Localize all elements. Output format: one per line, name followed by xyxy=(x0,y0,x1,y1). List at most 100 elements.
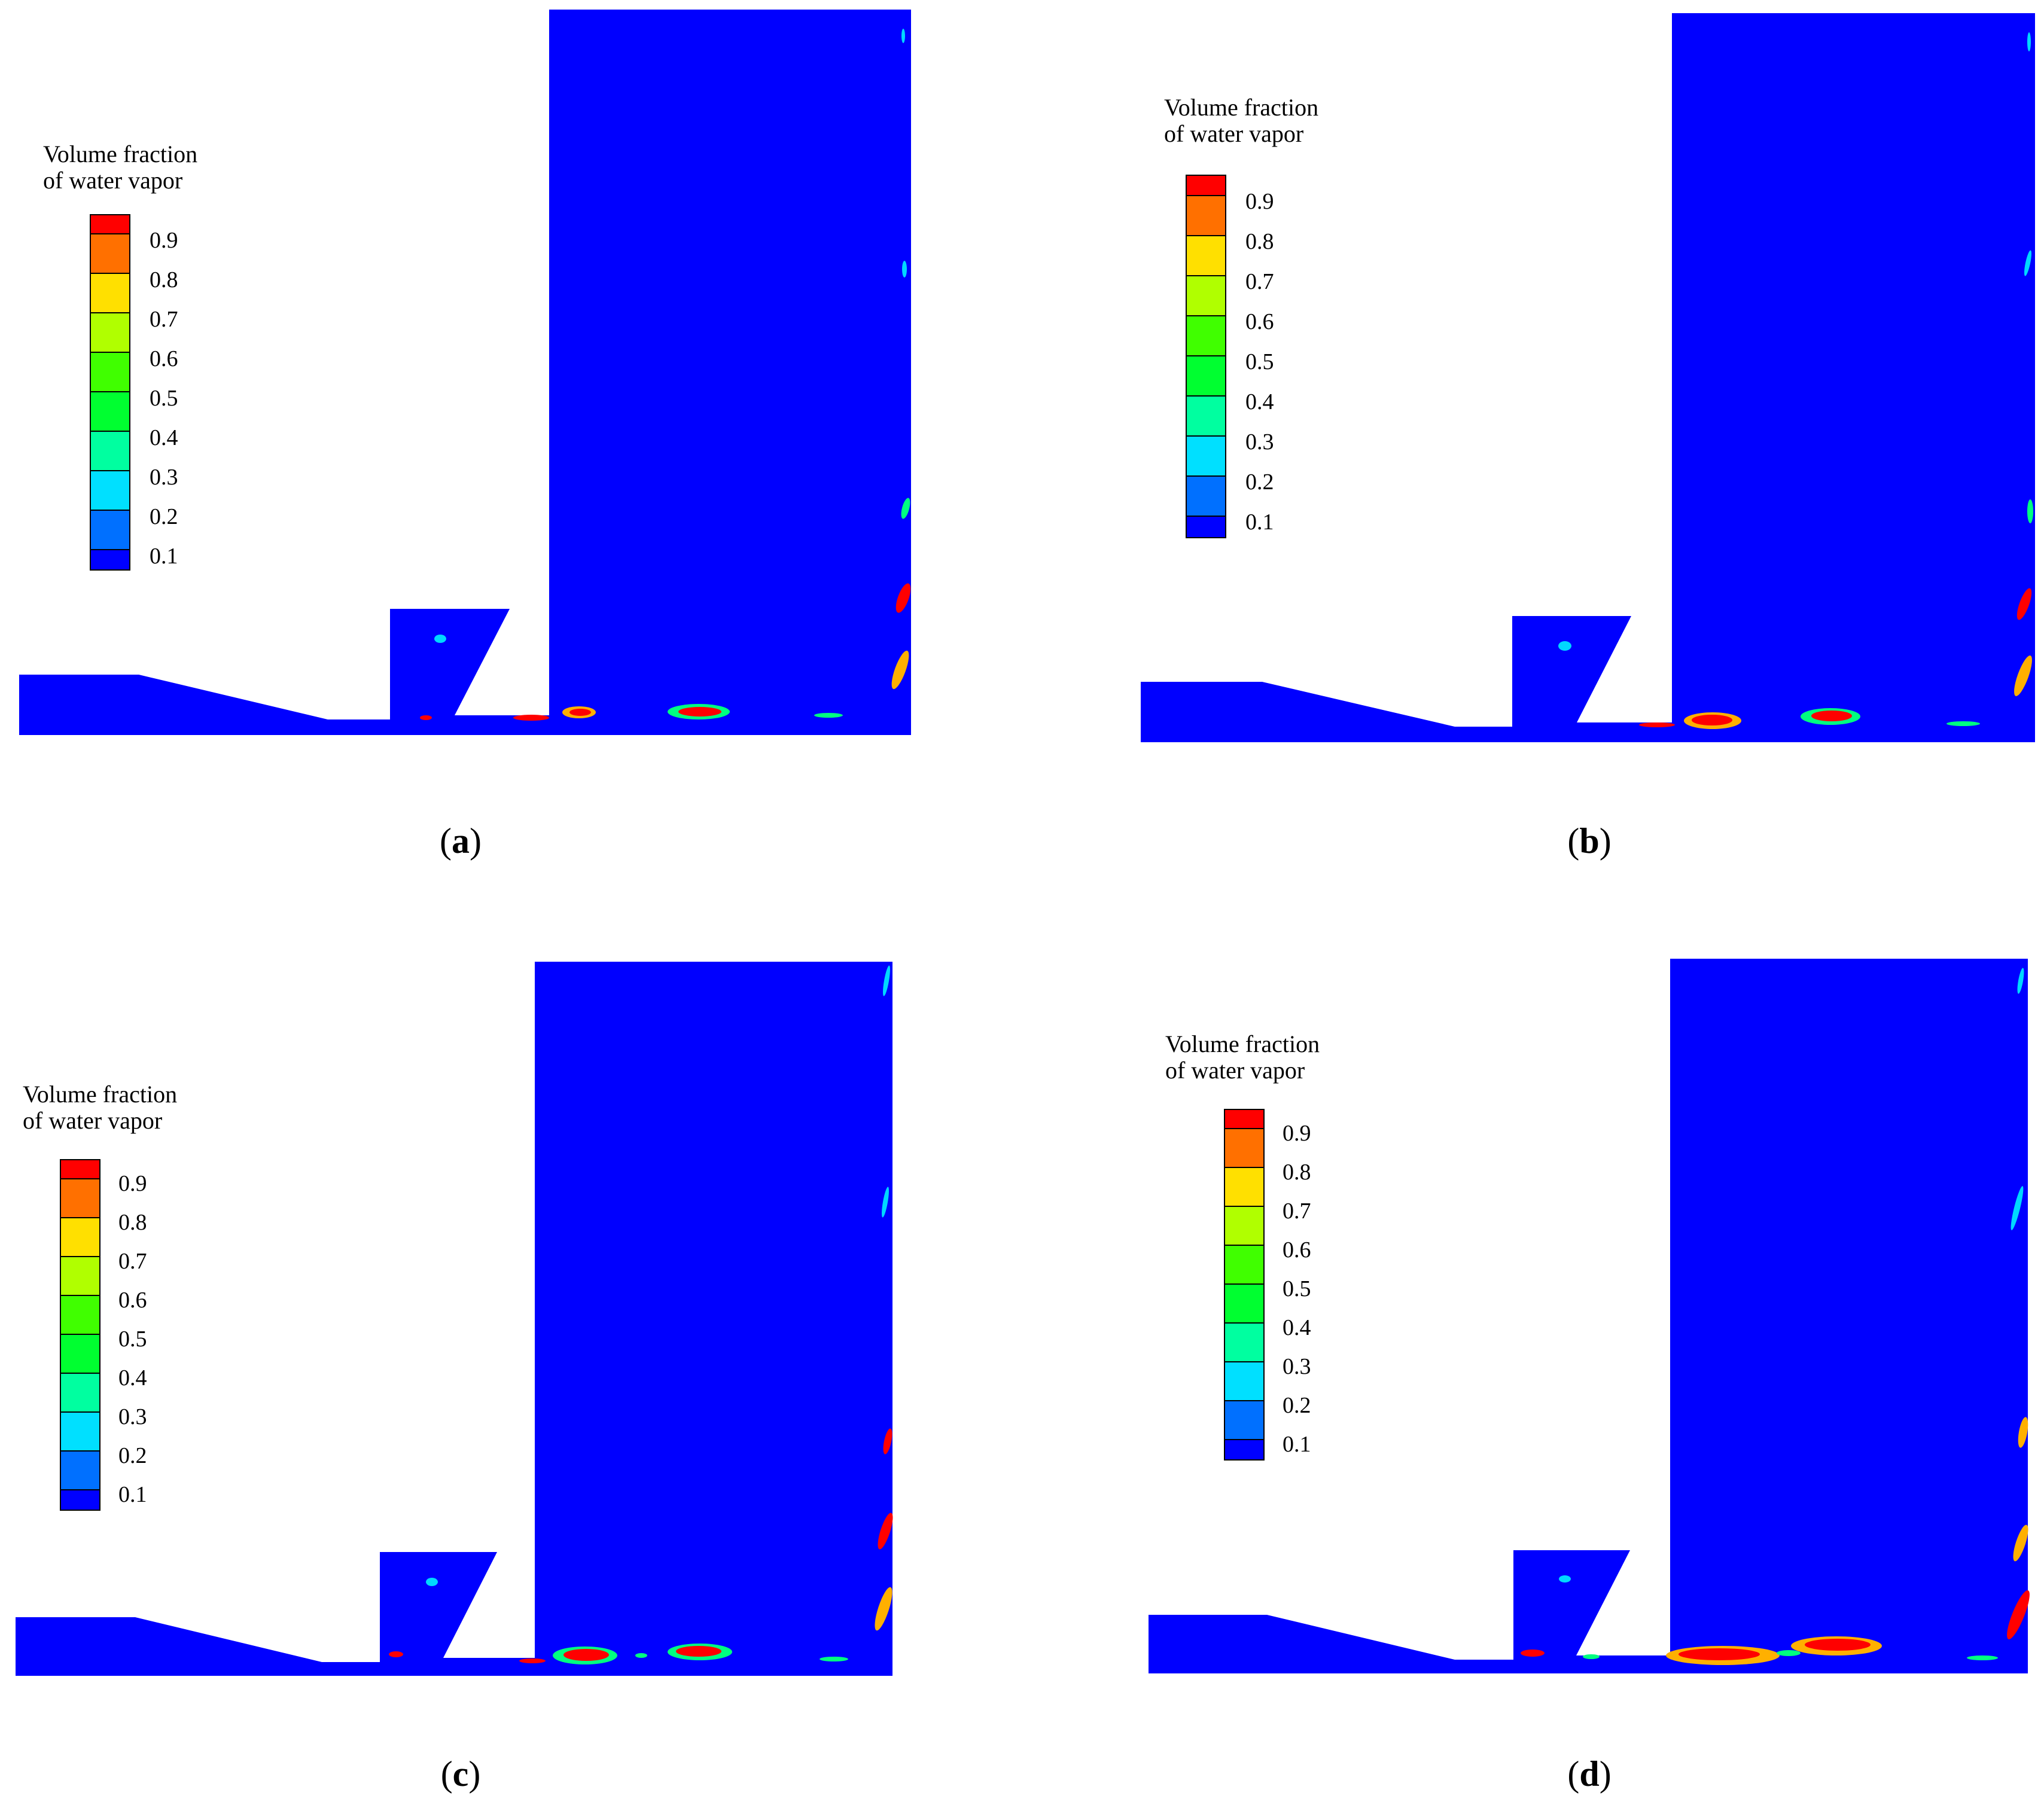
swatch xyxy=(1225,1207,1263,1246)
colorbar-tick: 0.2 xyxy=(1245,469,1274,495)
colorbar xyxy=(1186,175,1226,538)
swatch xyxy=(91,432,129,471)
swatch xyxy=(1225,1401,1263,1440)
swatch xyxy=(1187,276,1225,316)
colorbar-tick: 0.9 xyxy=(118,1171,147,1196)
contour-plot-a xyxy=(19,10,911,735)
swatch xyxy=(91,234,129,274)
colorbar-tick: 0.7 xyxy=(118,1249,147,1274)
swatch xyxy=(1187,477,1225,517)
colorbar-tick: 0.9 xyxy=(1283,1121,1311,1146)
vapor-cloud xyxy=(1559,1575,1571,1583)
vapor-cloud xyxy=(434,635,446,643)
swatch xyxy=(1187,397,1225,437)
swatch xyxy=(91,392,129,432)
panel-caption-c: (c) xyxy=(440,1754,481,1794)
contour-plot-b xyxy=(1141,13,2035,742)
vapor-cloud xyxy=(420,715,432,720)
colorbar-tick: 0.8 xyxy=(1283,1160,1311,1185)
contour-plot-c xyxy=(16,962,893,1676)
vapor-cloud xyxy=(1583,1654,1600,1659)
vapor-cloud xyxy=(1558,641,1571,651)
swatch xyxy=(61,1160,99,1179)
vapor-cloud xyxy=(814,713,843,718)
vapor-cloud xyxy=(1692,715,1732,725)
swatch xyxy=(91,215,129,234)
swatch xyxy=(1187,176,1225,196)
swatch xyxy=(1225,1324,1263,1362)
vapor-cloud xyxy=(1811,711,1852,721)
vapor-cloud xyxy=(2016,588,2032,620)
vapor-cloud xyxy=(902,261,907,278)
colorbar-tick: 0.6 xyxy=(1283,1237,1311,1263)
colorbar-tick: 0.7 xyxy=(150,307,178,332)
colorbar xyxy=(1224,1109,1265,1461)
swatch xyxy=(91,313,129,353)
vapor-cloud xyxy=(901,29,905,43)
vapor-cloud xyxy=(2027,32,2031,51)
swatch xyxy=(91,274,129,313)
vapor-cloud xyxy=(2027,499,2033,523)
inlet-channel xyxy=(19,10,911,735)
inlet-channel xyxy=(1149,959,2028,1673)
colorbar-tick: 0.5 xyxy=(118,1327,147,1352)
vapor-cloud xyxy=(563,1649,609,1661)
vapor-regions xyxy=(420,29,911,721)
contour-plot-d xyxy=(1149,959,2030,1673)
vapor-cloud xyxy=(1777,1650,1801,1656)
colorbar-tick: 0.7 xyxy=(1245,269,1274,294)
swatch xyxy=(1187,437,1225,477)
legend-title: Volume fraction of water vapor xyxy=(23,1081,178,1134)
swatch xyxy=(1187,517,1225,537)
panel-caption-a: (a) xyxy=(440,821,482,861)
swatch xyxy=(61,1490,99,1510)
vapor-cloud xyxy=(1946,721,1980,726)
vapor-cloud xyxy=(2018,1417,2028,1448)
vapor-cloud xyxy=(635,1653,647,1658)
swatch xyxy=(1187,196,1225,236)
vapor-cloud xyxy=(878,1513,893,1550)
vapor-cloud xyxy=(883,1428,892,1455)
swatch xyxy=(61,1218,99,1257)
vapor-cloud xyxy=(519,1658,546,1663)
vapor-cloud xyxy=(2007,1590,2030,1639)
vapor-cloud xyxy=(2011,1186,2024,1230)
swatch xyxy=(91,511,129,550)
colorbar-tick: 0.1 xyxy=(118,1482,147,1507)
panel-caption-b: (b) xyxy=(1567,821,1612,861)
colorbar-tick: 0.5 xyxy=(1283,1276,1311,1301)
vapor-cloud xyxy=(676,1646,721,1657)
panel-caption-d: (d) xyxy=(1567,1754,1612,1794)
colorbar-tick: 0.2 xyxy=(150,504,178,529)
inlet-channel xyxy=(1141,13,2035,742)
legend-title: Volume fraction of water vapor xyxy=(43,141,198,194)
inlet-channel xyxy=(16,962,892,1676)
vapor-cloud xyxy=(678,707,721,716)
vapor-cloud xyxy=(426,1578,438,1586)
colorbar-tick: 0.1 xyxy=(150,544,178,569)
vapor-cloud xyxy=(2013,1525,2028,1562)
swatch xyxy=(61,1374,99,1413)
vapor-cloud xyxy=(1639,722,1675,727)
colorbar-tick: 0.8 xyxy=(118,1210,147,1235)
swatch xyxy=(61,1413,99,1452)
colorbar-tick: 0.4 xyxy=(118,1365,147,1391)
vapor-regions xyxy=(1558,32,2033,729)
colorbar-tick: 0.7 xyxy=(1283,1199,1311,1224)
colorbar-tick: 0.8 xyxy=(150,267,178,292)
colorbar xyxy=(90,214,130,571)
fluid-domain xyxy=(19,10,911,735)
vapor-cloud xyxy=(1679,1648,1760,1660)
colorbar-tick: 0.2 xyxy=(1283,1393,1311,1418)
vapor-cloud xyxy=(1521,1649,1545,1657)
colorbar-tick: 0.3 xyxy=(150,465,178,490)
swatch xyxy=(1225,1440,1263,1459)
fluid-domain xyxy=(16,962,892,1676)
swatch xyxy=(1225,1129,1263,1168)
vapor-regions xyxy=(389,965,893,1664)
swatch xyxy=(91,471,129,511)
swatch xyxy=(61,1296,99,1335)
swatch xyxy=(1187,236,1225,276)
colorbar-tick: 0.1 xyxy=(1283,1432,1311,1457)
vapor-cloud xyxy=(569,709,591,716)
